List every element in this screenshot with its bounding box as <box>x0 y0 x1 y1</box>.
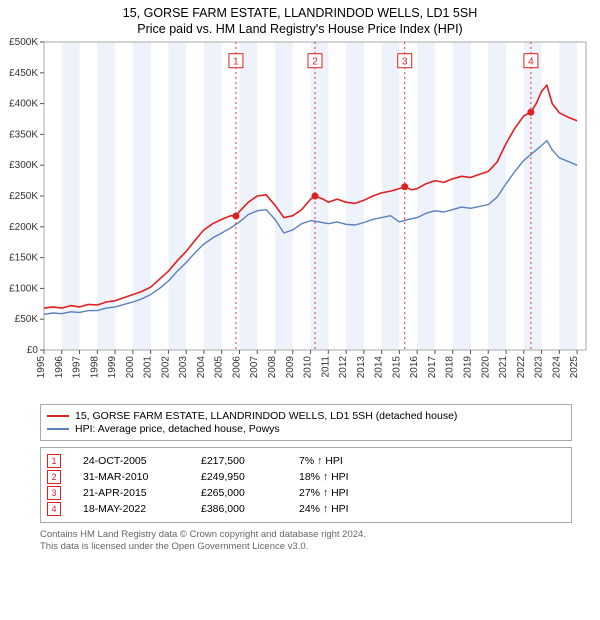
svg-text:2022: 2022 <box>516 356 527 379</box>
event-row: 2 31-MAR-2010 £249,950 18% ↑ HPI <box>47 470 565 484</box>
svg-text:1998: 1998 <box>89 356 100 379</box>
chart-container: 15, GORSE FARM ESTATE, LLANDRINDOD WELLS… <box>0 0 600 554</box>
svg-text:2017: 2017 <box>427 356 438 379</box>
svg-text:£400K: £400K <box>9 99 38 110</box>
event-delta: 18% ↑ HPI <box>299 471 389 483</box>
event-price: £386,000 <box>201 503 291 515</box>
event-date: 31-MAR-2010 <box>83 471 193 483</box>
price-chart: £0 £50K £100K £150K £200K £250K £300K £350K £400… <box>0 38 600 398</box>
svg-text:£250K: £250K <box>9 191 38 202</box>
event-marker: 4 <box>47 502 61 516</box>
svg-text:2004: 2004 <box>196 356 207 379</box>
svg-text:1996: 1996 <box>54 356 65 379</box>
event-row: 3 21-APR-2015 £265,000 27% ↑ HPI <box>47 486 565 500</box>
legend-label: 15, GORSE FARM ESTATE, LLANDRINDOD WELLS… <box>75 410 457 422</box>
svg-text:£100K: £100K <box>9 283 38 294</box>
svg-text:3: 3 <box>402 57 408 68</box>
event-price: £265,000 <box>201 487 291 499</box>
legend: 15, GORSE FARM ESTATE, LLANDRINDOD WELLS… <box>40 404 572 441</box>
event-date: 21-APR-2015 <box>83 487 193 499</box>
svg-text:£150K: £150K <box>9 253 38 264</box>
svg-text:2019: 2019 <box>462 356 473 379</box>
svg-text:2014: 2014 <box>374 356 385 379</box>
svg-text:1999: 1999 <box>107 356 118 379</box>
event-price: £217,500 <box>201 455 291 467</box>
svg-text:2006: 2006 <box>231 356 242 379</box>
event-marker: 3 <box>47 486 61 500</box>
legend-item: HPI: Average price, detached house, Powy… <box>47 423 565 435</box>
event-row: 1 24-OCT-2005 £217,500 7% ↑ HPI <box>47 454 565 468</box>
svg-text:2005: 2005 <box>214 356 225 379</box>
svg-text:2013: 2013 <box>356 356 367 379</box>
svg-text:1995: 1995 <box>36 356 47 379</box>
svg-text:2007: 2007 <box>249 356 260 379</box>
svg-text:2003: 2003 <box>178 356 189 379</box>
footer: Contains HM Land Registry data © Crown c… <box>40 529 572 554</box>
svg-text:1: 1 <box>233 57 239 68</box>
event-delta: 24% ↑ HPI <box>299 503 389 515</box>
event-delta: 27% ↑ HPI <box>299 487 389 499</box>
event-row: 4 18-MAY-2022 £386,000 24% ↑ HPI <box>47 502 565 516</box>
svg-text:1997: 1997 <box>72 356 83 379</box>
svg-text:£450K: £450K <box>9 68 38 79</box>
svg-text:£350K: £350K <box>9 129 38 140</box>
svg-text:2024: 2024 <box>551 356 562 379</box>
title-line-2: Price paid vs. HM Land Registry's House … <box>8 22 592 36</box>
svg-text:£300K: £300K <box>9 160 38 171</box>
event-delta: 7% ↑ HPI <box>299 455 389 467</box>
event-marker: 1 <box>47 454 61 468</box>
title-line-1: 15, GORSE FARM ESTATE, LLANDRINDOD WELLS… <box>8 6 592 20</box>
svg-text:£50K: £50K <box>15 314 39 325</box>
legend-label: HPI: Average price, detached house, Powy… <box>75 423 280 435</box>
svg-text:2012: 2012 <box>338 356 349 379</box>
svg-text:2023: 2023 <box>534 356 545 379</box>
event-date: 24-OCT-2005 <box>83 455 193 467</box>
svg-text:2002: 2002 <box>160 356 171 379</box>
svg-text:2001: 2001 <box>143 356 154 379</box>
svg-text:2020: 2020 <box>480 356 491 379</box>
svg-text:2015: 2015 <box>391 356 402 379</box>
svg-text:2016: 2016 <box>409 356 420 379</box>
svg-text:2010: 2010 <box>303 356 314 379</box>
footer-line-1: Contains HM Land Registry data © Crown c… <box>40 529 572 541</box>
chart-titles: 15, GORSE FARM ESTATE, LLANDRINDOD WELLS… <box>0 0 600 38</box>
footer-line-2: This data is licensed under the Open Gov… <box>40 541 572 553</box>
svg-text:2009: 2009 <box>285 356 296 379</box>
event-date: 18-MAY-2022 <box>83 503 193 515</box>
svg-text:£200K: £200K <box>9 222 38 233</box>
svg-text:2: 2 <box>312 57 318 68</box>
events-table: 1 24-OCT-2005 £217,500 7% ↑ HPI 2 31-MAR-2010… <box>40 447 572 523</box>
legend-swatch <box>47 415 69 417</box>
event-price: £249,950 <box>201 471 291 483</box>
svg-text:2000: 2000 <box>125 356 136 379</box>
svg-text:2021: 2021 <box>498 356 509 379</box>
svg-text:2018: 2018 <box>445 356 456 379</box>
event-marker: 2 <box>47 470 61 484</box>
svg-text:£0: £0 <box>27 345 39 356</box>
legend-item: 15, GORSE FARM ESTATE, LLANDRINDOD WELLS… <box>47 410 565 422</box>
svg-text:£500K: £500K <box>9 38 38 48</box>
legend-swatch <box>47 428 69 430</box>
svg-text:2008: 2008 <box>267 356 278 379</box>
svg-text:2025: 2025 <box>569 356 580 379</box>
svg-text:2011: 2011 <box>320 356 331 378</box>
svg-text:4: 4 <box>528 57 534 68</box>
